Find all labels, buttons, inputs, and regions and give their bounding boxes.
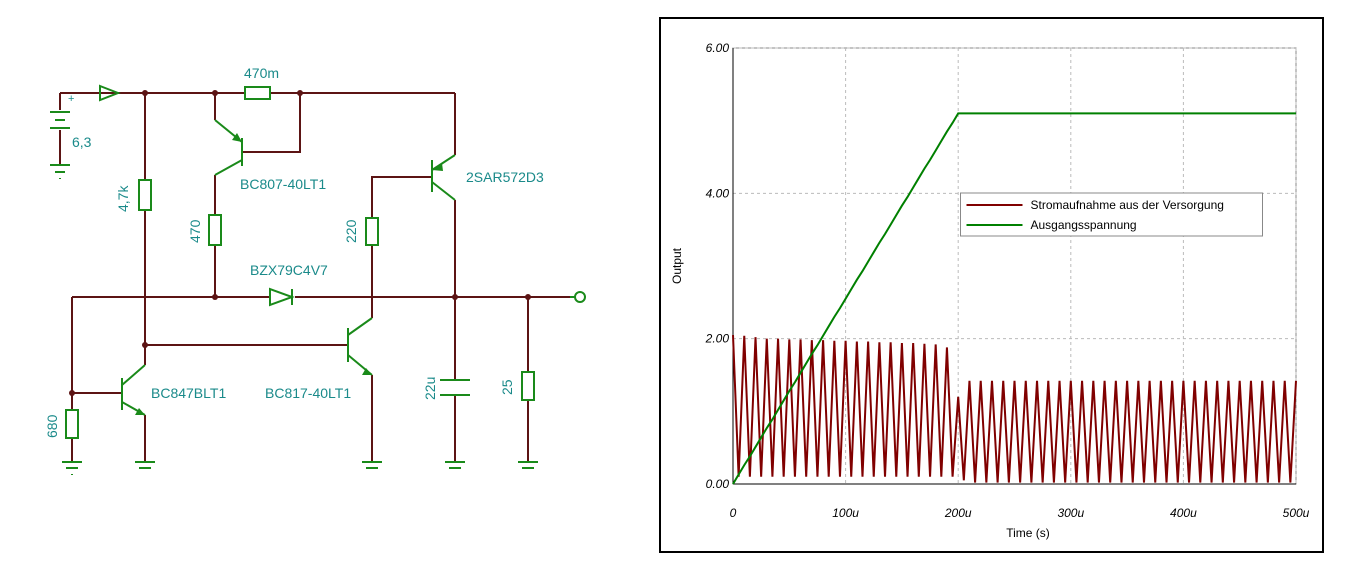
label: 25 bbox=[499, 379, 515, 395]
x-tick-label: 0 bbox=[730, 506, 737, 520]
x-tick-label: 500u bbox=[1283, 506, 1310, 520]
x-axis-label: Time (s) bbox=[1006, 526, 1050, 540]
label: 470m bbox=[244, 65, 279, 81]
output-terminal bbox=[574, 291, 586, 303]
chart: Output Time (s) 0.00 2.00 4.00 6.00 0 100u 200… bbox=[670, 41, 1310, 540]
chart-frame bbox=[659, 17, 1324, 553]
label: 220 bbox=[343, 219, 359, 243]
resistors bbox=[65, 86, 535, 439]
y-tick-label: 2.00 bbox=[705, 332, 730, 346]
x-tick-label: 200u bbox=[944, 506, 972, 520]
x-tick-label: 400u bbox=[1170, 506, 1197, 520]
junctions bbox=[69, 90, 531, 396]
label: BC807-40LT1 bbox=[240, 176, 326, 192]
y-tick-label: 4.00 bbox=[706, 186, 730, 200]
label: 4,7k bbox=[115, 185, 131, 212]
label: 6,3 bbox=[72, 134, 92, 150]
legend-label: Stromaufnahme aus der Versorgung bbox=[1031, 198, 1224, 212]
label: BC847BLT1 bbox=[151, 385, 226, 401]
label: 2SAR572D3 bbox=[466, 169, 544, 185]
label: 680 bbox=[44, 414, 60, 438]
x-tick-label: 100u bbox=[832, 506, 859, 520]
x-tick-label: 300u bbox=[1057, 506, 1084, 520]
series-line bbox=[732, 112, 1296, 485]
series-line bbox=[732, 334, 1297, 483]
y-tick-label: 6.00 bbox=[706, 41, 730, 55]
label: + bbox=[68, 93, 74, 105]
components bbox=[50, 84, 575, 475]
label: 22u bbox=[422, 377, 438, 400]
legend-label: Ausgangsspannung bbox=[1031, 218, 1137, 232]
label: 470 bbox=[187, 219, 203, 243]
y-tick-label: 0.00 bbox=[706, 477, 730, 491]
schematic: + 6,3 470m BC807-40LT1 2SAR572D3 4,7k 47… bbox=[44, 65, 586, 475]
label: BC817-40LT1 bbox=[265, 385, 351, 401]
legend bbox=[960, 192, 1263, 237]
label: BZX79C4V7 bbox=[250, 262, 328, 278]
y-axis-label: Output bbox=[670, 247, 684, 284]
